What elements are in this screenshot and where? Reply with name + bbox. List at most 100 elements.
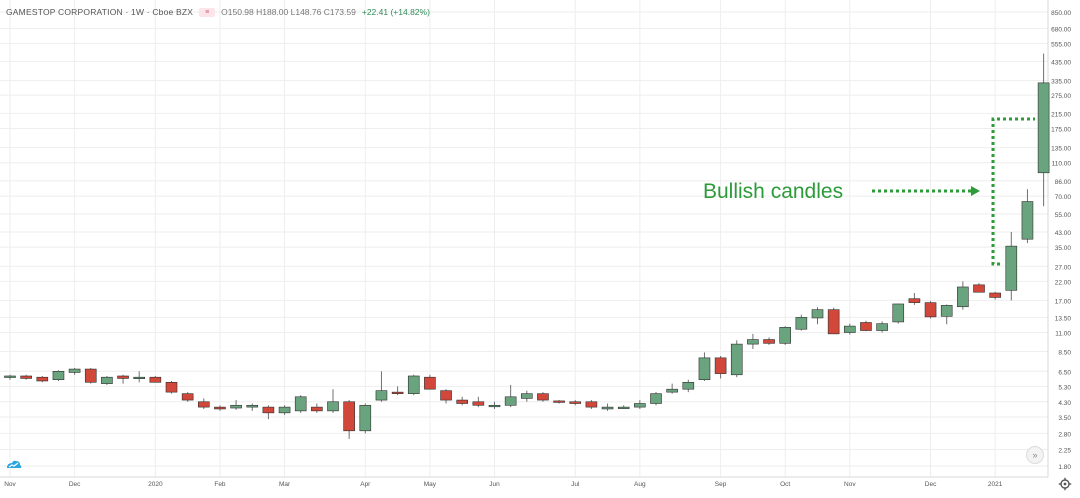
candle bbox=[101, 375, 113, 385]
y-tick-label: 215.00 bbox=[1051, 111, 1071, 118]
candle-body-up bbox=[520, 393, 533, 399]
candle bbox=[181, 392, 194, 402]
candle bbox=[440, 389, 452, 404]
candle-body-down bbox=[989, 292, 1001, 298]
x-tick-label: Aug bbox=[634, 481, 646, 488]
candle-body-up bbox=[876, 323, 888, 331]
gear-icon[interactable] bbox=[1058, 477, 1072, 491]
y-tick-label: 5.30 bbox=[1058, 384, 1071, 391]
candle-body-up bbox=[359, 404, 372, 432]
y-tick-label: 175.00 bbox=[1051, 127, 1071, 134]
x-tick-label: Jul bbox=[571, 481, 580, 488]
candle-body-up bbox=[698, 357, 711, 381]
candle-body-up bbox=[892, 303, 905, 323]
candle-body-down bbox=[36, 376, 49, 382]
candle-body-up bbox=[779, 327, 792, 344]
candle-body-down bbox=[472, 401, 485, 406]
candle bbox=[698, 352, 711, 381]
candle-body-down bbox=[149, 376, 162, 383]
candle bbox=[876, 321, 888, 333]
candle bbox=[214, 405, 226, 411]
candle-body-up bbox=[650, 393, 662, 404]
annotation-bracket bbox=[991, 117, 1035, 266]
y-tick-label: 27.00 bbox=[1055, 264, 1072, 271]
candle-body-down bbox=[569, 401, 582, 404]
candle-body-up bbox=[747, 339, 759, 345]
x-tick-label: 2020 bbox=[148, 481, 163, 488]
candle bbox=[908, 292, 921, 305]
candle bbox=[795, 314, 808, 331]
tradingview-logo-icon[interactable] bbox=[5, 458, 23, 472]
candle bbox=[989, 291, 1001, 300]
candle-body-down bbox=[537, 393, 549, 401]
candle-body-up bbox=[101, 376, 113, 384]
candle bbox=[262, 405, 275, 420]
y-tick-label: 335.00 bbox=[1051, 79, 1071, 86]
candle-body-down bbox=[440, 390, 452, 401]
candle-body-up bbox=[682, 381, 695, 390]
candle-body-down bbox=[714, 357, 727, 374]
candle-body-up bbox=[940, 305, 953, 317]
change-readout: +22.41 (+14.82%) bbox=[361, 7, 430, 17]
candle-body-down bbox=[763, 339, 775, 344]
symbol-title: GAMESTOP CORPORATION · 1W · Cboe BZX bbox=[6, 7, 194, 17]
candle bbox=[973, 283, 985, 293]
candle bbox=[20, 374, 32, 380]
candle-body-down bbox=[391, 391, 404, 394]
candle bbox=[472, 396, 485, 408]
candle-body-up bbox=[795, 317, 808, 330]
candle bbox=[375, 371, 388, 402]
x-tick-label: Dec bbox=[69, 481, 81, 488]
candle-body-down bbox=[214, 406, 226, 410]
candle bbox=[504, 384, 517, 408]
candle bbox=[117, 374, 129, 384]
candle bbox=[634, 400, 646, 409]
chart-header: GAMESTOP CORPORATION · 1W · Cboe BZX ≡ O… bbox=[6, 4, 430, 20]
scroll-to-realtime-button[interactable]: » bbox=[1026, 446, 1044, 464]
candle-body-down bbox=[424, 376, 436, 390]
candle bbox=[327, 389, 339, 413]
candle-body-down bbox=[181, 393, 194, 401]
candle-body-up bbox=[843, 325, 856, 333]
y-tick-label: 555.00 bbox=[1051, 41, 1071, 48]
x-tick-label: Dec bbox=[925, 481, 937, 488]
flag-icon[interactable]: ≡ bbox=[199, 7, 216, 17]
candle-body-up bbox=[327, 401, 339, 412]
ohlc-readout: O150.98 H188.00 L148.76 C173.59 bbox=[221, 7, 356, 17]
candle-body-up bbox=[1037, 82, 1050, 174]
candle bbox=[617, 405, 630, 409]
candle bbox=[230, 400, 242, 410]
candle bbox=[553, 400, 565, 404]
candle-body-down bbox=[117, 375, 129, 379]
candle-body-up bbox=[52, 371, 65, 381]
candle-body-down bbox=[553, 400, 565, 403]
y-tick-label: 70.00 bbox=[1055, 194, 1072, 201]
candle-body-up bbox=[504, 396, 517, 406]
candle-body-up bbox=[294, 396, 307, 412]
candle bbox=[569, 400, 582, 406]
candle bbox=[811, 307, 824, 325]
candle-body-up bbox=[68, 368, 81, 373]
y-tick-label: 275.00 bbox=[1051, 93, 1071, 100]
candle bbox=[343, 400, 355, 439]
candle bbox=[601, 403, 614, 411]
candle-body-up bbox=[957, 286, 969, 308]
candle bbox=[1005, 231, 1018, 301]
y-tick-label: 4.30 bbox=[1058, 400, 1071, 407]
y-tick-label: 2.80 bbox=[1058, 431, 1071, 438]
x-tick-label: 2021 bbox=[988, 481, 1003, 488]
candle bbox=[940, 304, 953, 325]
x-tick-label: Nov bbox=[844, 481, 856, 488]
y-tick-label: 86.00 bbox=[1055, 179, 1072, 186]
candle-body-up bbox=[1005, 245, 1018, 291]
y-tick-label: 35.00 bbox=[1055, 245, 1072, 252]
candle-body-down bbox=[860, 322, 872, 331]
candle-body-down bbox=[585, 401, 598, 408]
x-tick-label: Feb bbox=[214, 481, 226, 488]
candle-body-up bbox=[4, 375, 16, 378]
candle bbox=[359, 403, 372, 434]
candle-body-up bbox=[601, 406, 614, 410]
y-tick-label: 43.00 bbox=[1055, 230, 1072, 237]
